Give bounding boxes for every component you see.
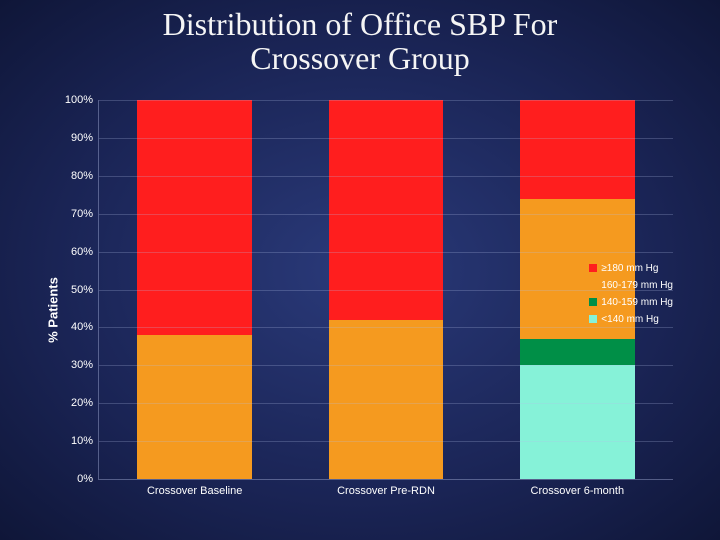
plot-area-wrap: Crossover BaselineCrossover Pre-RDNCross…	[98, 100, 673, 490]
legend-label: 140-159 mm Hg	[601, 294, 673, 311]
legend-label: <140 mm Hg	[601, 311, 659, 328]
y-tick-label: 0%	[77, 473, 99, 485]
bar-segment-lt140	[520, 365, 635, 479]
title-line-1: Distribution of Office SBP For	[163, 6, 558, 42]
bar-segment-ge180	[520, 100, 635, 199]
bar-segment-ge180	[329, 100, 444, 320]
legend-label: 160-179 mm Hg	[601, 277, 673, 294]
grid-line	[99, 176, 673, 177]
y-tick-label: 40%	[71, 321, 99, 333]
bar-segment-s140_159	[520, 339, 635, 366]
legend-item-s160_179: 160-179 mm Hg	[589, 277, 673, 294]
grid-line	[99, 214, 673, 215]
bar-segment-s160_179	[137, 335, 252, 479]
y-tick-label: 60%	[71, 246, 99, 258]
y-tick-label: 50%	[71, 284, 99, 296]
grid-line	[99, 252, 673, 253]
legend-swatch	[589, 281, 597, 289]
legend-swatch	[589, 298, 597, 306]
legend-item-ge180: ≥180 mm Hg	[589, 260, 673, 277]
grid-line	[99, 403, 673, 404]
legend-item-lt140: <140 mm Hg	[589, 311, 673, 328]
x-tick-label: Crossover 6-month	[405, 479, 720, 497]
bar-segment-ge180	[137, 100, 252, 335]
y-tick-label: 30%	[71, 359, 99, 371]
grid-line	[99, 365, 673, 366]
legend-swatch	[589, 264, 597, 272]
grid-line	[99, 441, 673, 442]
grid-line	[99, 290, 673, 291]
y-tick-label: 70%	[71, 208, 99, 220]
y-tick-label: 80%	[71, 170, 99, 182]
bar-segment-s160_179	[329, 320, 444, 479]
plot-area: Crossover BaselineCrossover Pre-RDNCross…	[98, 100, 673, 480]
y-tick-label: 100%	[65, 94, 99, 106]
grid-line	[99, 327, 673, 328]
y-tick-label: 20%	[71, 397, 99, 409]
legend-label: ≥180 mm Hg	[601, 260, 658, 277]
y-tick-label: 10%	[71, 435, 99, 447]
grid-line	[99, 100, 673, 101]
legend: ≥180 mm Hg160-179 mm Hg140-159 mm Hg<140…	[589, 260, 673, 328]
grid-line	[99, 138, 673, 139]
chart-title: Distribution of Office SBP For Crossover…	[0, 0, 720, 75]
legend-item-s140_159: 140-159 mm Hg	[589, 294, 673, 311]
y-tick-label: 90%	[71, 132, 99, 144]
title-line-2: Crossover Group	[250, 40, 470, 76]
chart-container: % Patients Crossover BaselineCrossover P…	[30, 100, 690, 520]
legend-swatch	[589, 315, 597, 323]
y-axis-label: % Patients	[45, 277, 60, 343]
